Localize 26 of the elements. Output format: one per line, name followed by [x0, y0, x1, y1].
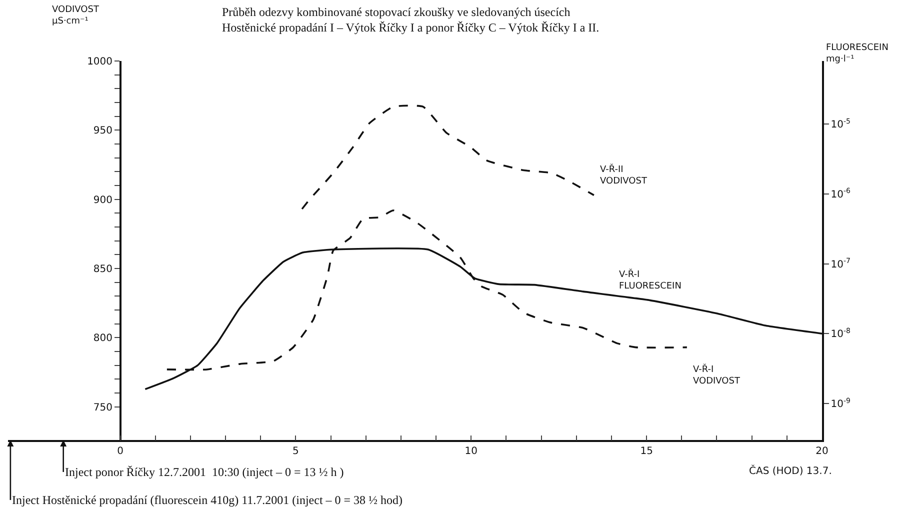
chart-title: Průběh odezvy kombinované stopovací zkoušky ve sledovaných úsecích Hostěnické propadání I – Výtok Říčky I a ponor Říčky C – Výtok Říčky I a II.	[222, 5, 600, 35]
series-label: V-Ř-I FLUORESCEIN	[619, 268, 682, 292]
text: V-Ř-I VODIVOST	[693, 363, 740, 387]
y-axis-title: VODIVOST µS·cm⁻¹	[52, 5, 100, 27]
x-tick-label: 5	[292, 446, 299, 457]
x-axis-title: ČAS (HOD) 13.7.	[749, 464, 832, 477]
y2-tick-label: 10$^{-5}$	[830, 117, 850, 131]
y2-tick-label: 10$^{-6}$	[830, 187, 852, 200]
series-label: V-Ř-II VODIVOST	[600, 163, 648, 187]
y-tick-label: 800	[93, 333, 113, 344]
y2-tick-label: 10$^{-8}$	[830, 326, 850, 340]
y2-tick-label: 10$^{-7}$	[830, 257, 850, 270]
y2-tick-label: 10$^{-9}$	[830, 396, 850, 410]
text: Inject Hostěnické propadání (fluorescein 410g) 11.7.2001 (inject – 0 = 38 ½ hod)	[12, 493, 403, 507]
line-series	[301, 104, 595, 210]
y2-axis-title: FLUORESCEIN mg·l⁻¹	[826, 43, 888, 65]
y-tick-label: 1000	[87, 56, 113, 68]
x-tick-label: 10	[464, 446, 478, 457]
y-tick-label: 900	[93, 194, 113, 206]
x-tick-label: 0	[117, 446, 124, 457]
y-tick-label: 850	[93, 264, 113, 275]
y-tick-label: 750	[93, 402, 113, 414]
x-tick-label: 15	[640, 446, 653, 457]
text: Inject ponor Říčky 12.7.2001 10:30 (inject – 0 = 13 ½ h )	[65, 465, 344, 479]
x-tick-label: 20	[816, 446, 828, 457]
y-tick-label: 950	[93, 126, 113, 137]
